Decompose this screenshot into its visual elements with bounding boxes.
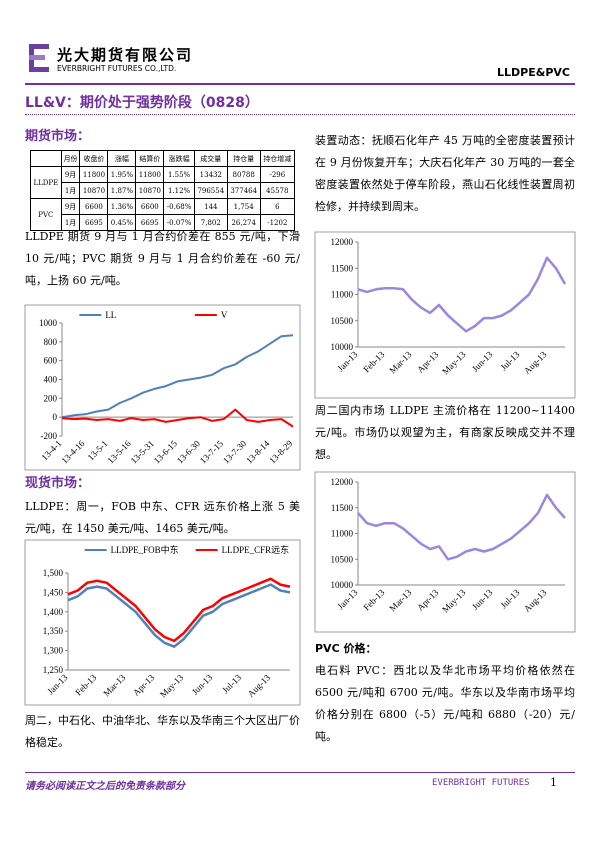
chart-frame	[24, 539, 301, 706]
y-tick-label: 10000	[331, 342, 354, 352]
table-cell: 10870	[79, 182, 109, 199]
table-cell: -1202	[259, 214, 296, 231]
header-tag: LLDPE&PVC	[497, 66, 570, 79]
disclaimer: 请务必阅读正文之后的免责条款部分	[25, 781, 185, 792]
table-cell: 6695	[79, 214, 109, 231]
table-row: 1月 10870 1.87% 10870 1.12% 796554 377464 45578	[31, 182, 296, 199]
y-tick-label: -200	[41, 431, 58, 441]
y-tick-label: 1,350	[43, 626, 64, 636]
y-tick-label: 12000	[331, 237, 354, 247]
legend-label: LLDPE_FOB中东	[111, 544, 179, 555]
title-rule	[25, 114, 575, 115]
table-cell: 6695	[135, 214, 165, 231]
y-tick-label: 11500	[331, 263, 354, 273]
table-row: PVC 9月 6600 1.36% 6600 -0.68% 144 1,754 6	[30, 198, 296, 231]
y-tick-label: 1,300	[43, 646, 64, 656]
title: LL&V：期价处于强势阶段（0828）	[25, 95, 259, 111]
paragraph: LLDPE 期货 9 月与 1 月合约价差在 855 元/吨，下滑 10 元/吨…	[25, 230, 300, 287]
paragraph: LLDPE：周一，FOB 中东、CFR 远东价格上涨 5 美元/吨，在 1450…	[25, 500, 300, 535]
product-cell: PVC	[30, 198, 62, 231]
logo-bar	[29, 55, 45, 60]
section-heading: PVC 价格：	[315, 642, 377, 655]
y-tick-label: 12000	[331, 477, 354, 487]
paragraph: 周二国内市场 LLDPE 主流价格在 11200~11400 元/吨。市场仍以观…	[315, 404, 575, 461]
logo-bar	[29, 44, 49, 49]
y-tick-label: 0	[53, 412, 58, 422]
y-tick-label: 400	[44, 375, 58, 385]
page-number: 1	[550, 776, 557, 789]
data-line	[61, 408, 294, 428]
paragraph: 周二，中石化、中油华北、华东以及华南三个大区出厂价格稳定。	[25, 714, 300, 749]
y-tick-label: 11000	[331, 290, 354, 300]
paragraph: 电石料 PVC：西北以及华北市场平均价格依然在 6500 元/吨和 6700 元…	[315, 664, 575, 743]
y-tick-label: 1,500	[43, 568, 64, 578]
header-rule	[25, 83, 575, 85]
y-tick-label: 10500	[331, 554, 354, 564]
y-tick-label: 600	[44, 356, 58, 366]
y-tick-label: 1,400	[43, 607, 64, 617]
legend-label: V	[221, 310, 228, 320]
futures-table: 月份 收盘价 涨幅 结算价 涨跌幅 成交量 持仓量 持仓增减 LLDPE 9月 11800 1.95%…	[30, 150, 296, 231]
y-tick-label: 1000	[39, 318, 58, 328]
y-tick-label: 11500	[331, 503, 354, 513]
data-line	[67, 583, 291, 648]
section-heading: 期货市场：	[25, 129, 91, 144]
product-cell: LLDPE	[30, 166, 62, 199]
footer-brand: EVERBRIGHT FUTURES	[432, 778, 530, 788]
table-row: LLDPE 9月 11800 1.95% 11800 1.55% 13432 80788 -29…	[30, 166, 296, 199]
y-tick-label: 10000	[331, 580, 354, 590]
data-line	[67, 577, 291, 643]
y-tick-label: 1,450	[43, 587, 64, 597]
legend-label: LL	[105, 310, 116, 320]
company-cn: 光大期货有限公司	[57, 46, 194, 64]
table-cell: -296	[259, 166, 296, 183]
y-tick-label: 10500	[331, 316, 354, 326]
y-tick-label: 200	[44, 393, 58, 403]
logo	[29, 44, 49, 72]
data-line	[357, 256, 567, 333]
data-line	[61, 334, 294, 419]
paragraph: 装置动态：抚顺石化年产 45 万吨的全密度装置预计在 9 月份恢复开车；大庆石化…	[315, 134, 575, 213]
section-heading: 现货市场：	[25, 476, 91, 491]
y-tick-label: 1,250	[43, 665, 64, 675]
table-row: 1月 6695 0.45% 6695 -0.07% 7,802 26,274 -1202	[31, 214, 296, 231]
y-tick-label: 11000	[331, 529, 354, 539]
y-tick-label: 800	[44, 337, 58, 347]
logo-bar	[29, 67, 49, 72]
company-en: EVERBRIGHT FUTURES CO.,LTD.	[57, 64, 177, 73]
data-line	[357, 493, 566, 561]
legend-label: LLDPE_CFR远东	[222, 544, 290, 555]
table-cell: 0.45%	[107, 214, 137, 231]
footer-rule	[25, 772, 575, 773]
